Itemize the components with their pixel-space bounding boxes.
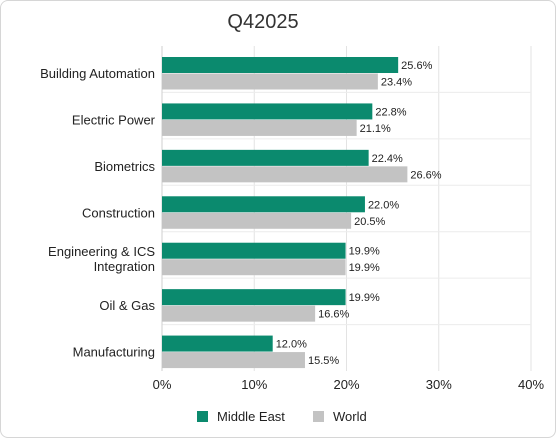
data-label: 22.8%: [375, 106, 406, 118]
category-label: Biometrics: [94, 159, 155, 174]
x-tick-label: 30%: [426, 377, 452, 392]
x-tick-label: 0%: [153, 377, 172, 392]
data-label: 19.9%: [349, 246, 380, 258]
category-labels: Building Automation Electric Power Biometr…: [40, 66, 156, 360]
bar: [162, 196, 365, 213]
data-label: 22.0%: [368, 199, 399, 211]
data-label: 21.1%: [360, 123, 391, 135]
bar: [162, 289, 346, 306]
bar: [162, 305, 316, 322]
category-label: Electric Power: [72, 112, 156, 127]
category-label: Manufacturing: [73, 345, 155, 360]
data-label: 15.5%: [308, 355, 339, 367]
data-label: 19.9%: [349, 292, 380, 304]
data-label: 16.6%: [318, 309, 349, 321]
chart-title: Q42025: [227, 11, 298, 33]
bar: [162, 212, 352, 229]
data-label: 25.6%: [401, 60, 432, 72]
bar: [162, 57, 399, 73]
category-label: Oil & Gas: [99, 298, 155, 313]
bar: [162, 242, 346, 259]
category-label: Engineering & ICS Integration: [48, 244, 155, 274]
data-label: 19.9%: [349, 262, 380, 274]
data-label: 12.0%: [276, 339, 307, 351]
x-tick-label: 40%: [518, 377, 544, 392]
data-label: 23.4%: [381, 77, 412, 89]
data-labels: 25.6% 23.4% 22.8% 21.1% 22.4% 26.6% 22.0% 20.5%…: [276, 60, 442, 367]
bar: [162, 119, 357, 136]
data-label: 22.4%: [372, 153, 403, 165]
bar: [162, 335, 273, 352]
bar: [162, 259, 346, 276]
bars: [162, 57, 408, 369]
gridlines: [161, 46, 532, 371]
bar: [162, 352, 305, 369]
category-label: Construction: [82, 205, 155, 220]
x-axis-ticks: 0% 10% 20% 30% 40%: [153, 377, 545, 392]
legend-swatch: [313, 411, 324, 422]
x-tick-label: 10%: [241, 377, 267, 392]
legend-label: Middle East: [217, 409, 285, 424]
data-label: 26.6%: [410, 169, 441, 181]
data-label: 20.5%: [354, 216, 385, 228]
category-label: Building Automation: [40, 66, 155, 81]
legend-swatch: [197, 411, 208, 422]
legend-label: World: [333, 409, 367, 424]
x-tick-label: 20%: [333, 377, 359, 392]
bar: [162, 149, 369, 166]
bar: [162, 103, 373, 120]
bar: [162, 73, 378, 90]
legend: Middle East World: [197, 409, 367, 424]
bar: [162, 166, 408, 183]
